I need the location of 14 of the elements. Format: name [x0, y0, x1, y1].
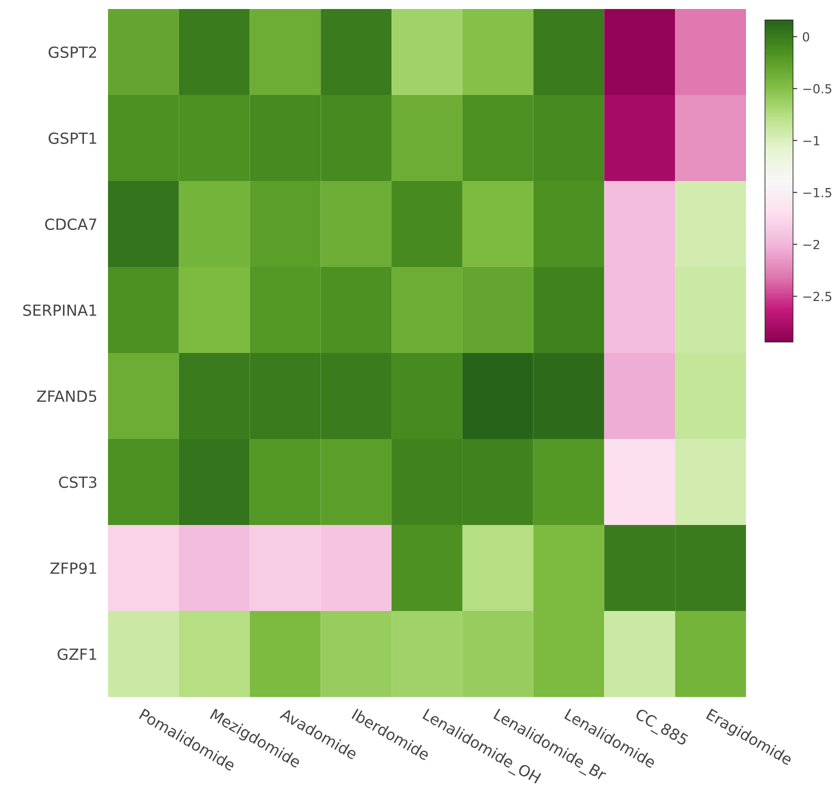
color-bar-label: −1: [803, 136, 820, 146]
color-bar-label: −1.5: [803, 188, 832, 198]
y-tick-label: ZFAND5: [37, 390, 96, 402]
y-tick-label: GSPT1: [48, 132, 96, 144]
y-tick-label: CST3: [59, 476, 96, 488]
color-bar-label: −2: [803, 240, 820, 250]
color-bar-label: −2.5: [803, 292, 832, 302]
y-tick-label: GSPT2: [48, 46, 96, 58]
color-bar-label: 0: [802, 32, 810, 42]
y-tick-label: GZF1: [58, 648, 96, 660]
color-bar-label: −0.5: [803, 84, 832, 94]
y-tick-label: SERPINA1: [23, 304, 96, 316]
y-tick-label: ZFP91: [50, 562, 96, 574]
y-tick-label: CDCA7: [45, 218, 96, 230]
